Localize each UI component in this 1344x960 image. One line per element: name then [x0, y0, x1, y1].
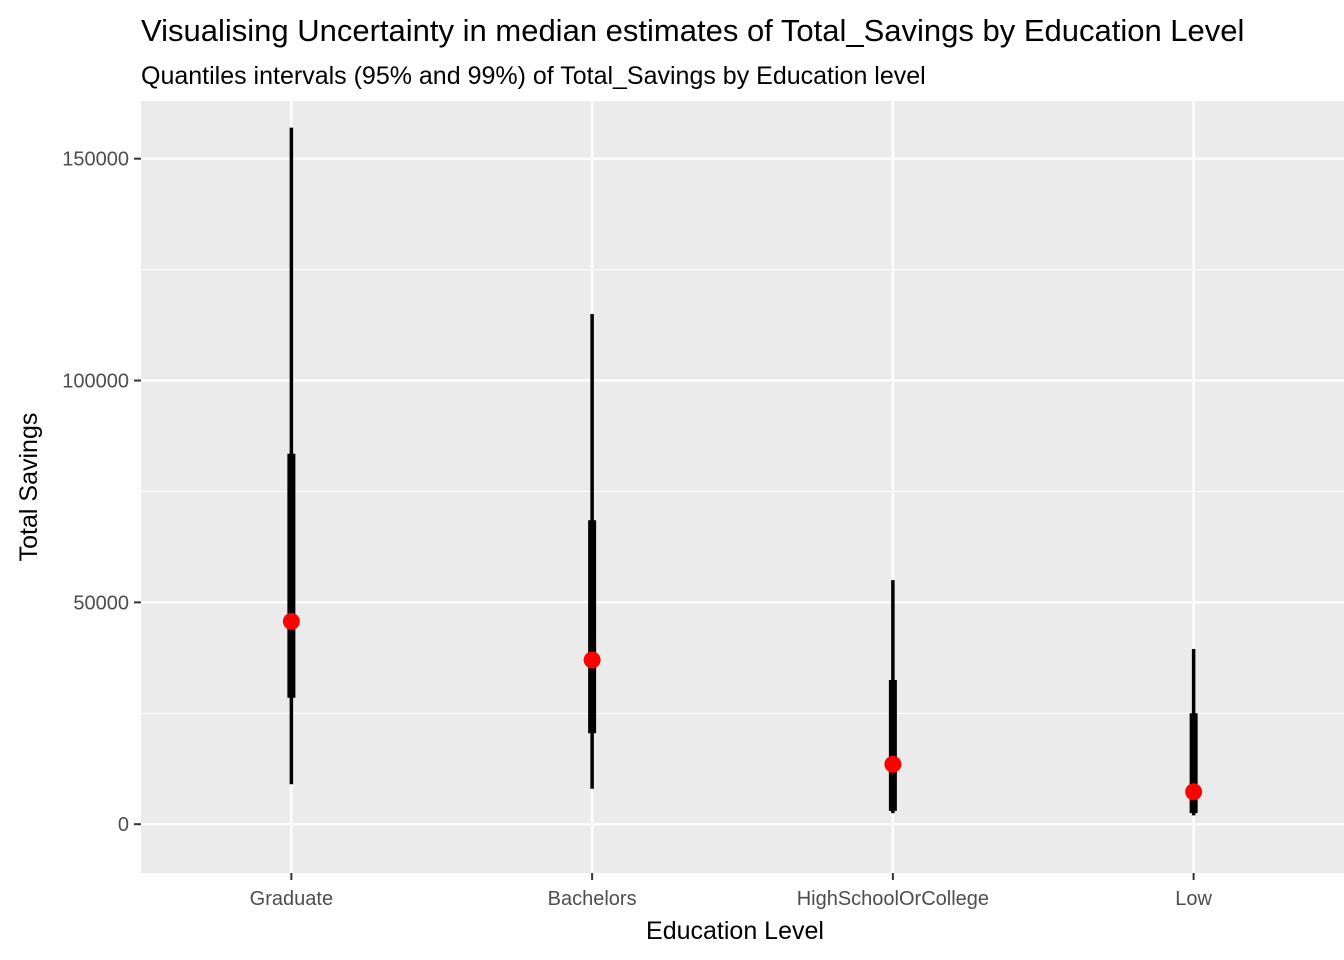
- x-axis: Graduate Bachelors HighSchoolOrCollege Low: [250, 873, 1213, 910]
- y-axis: 0 50000 100000 150000: [62, 149, 141, 836]
- x-tick-label: HighSchoolOrCollege: [797, 888, 989, 910]
- interval-marks: [282, 127, 1203, 816]
- y-tick-label: 100000: [62, 371, 129, 393]
- chart-title: Visualising Uncertainty in median estima…: [141, 13, 1244, 48]
- x-tick-label: Bachelors: [548, 888, 637, 910]
- median-point: [1185, 783, 1203, 801]
- y-tick-label: 150000: [62, 149, 129, 171]
- chart-subtitle: Quantiles intervals (95% and 99%) of Tot…: [141, 62, 926, 90]
- y-axis-title: Total Savings: [15, 413, 43, 562]
- plot-panel: [141, 101, 1344, 873]
- median-point: [583, 651, 601, 669]
- median-point: [884, 755, 902, 773]
- y-tick-label: 50000: [73, 592, 129, 614]
- x-tick-label: Graduate: [250, 888, 333, 910]
- median-point: [282, 612, 300, 630]
- y-tick-label: 0: [118, 814, 129, 836]
- x-axis-title: Education Level: [646, 917, 824, 945]
- x-tick-label: Low: [1175, 888, 1212, 910]
